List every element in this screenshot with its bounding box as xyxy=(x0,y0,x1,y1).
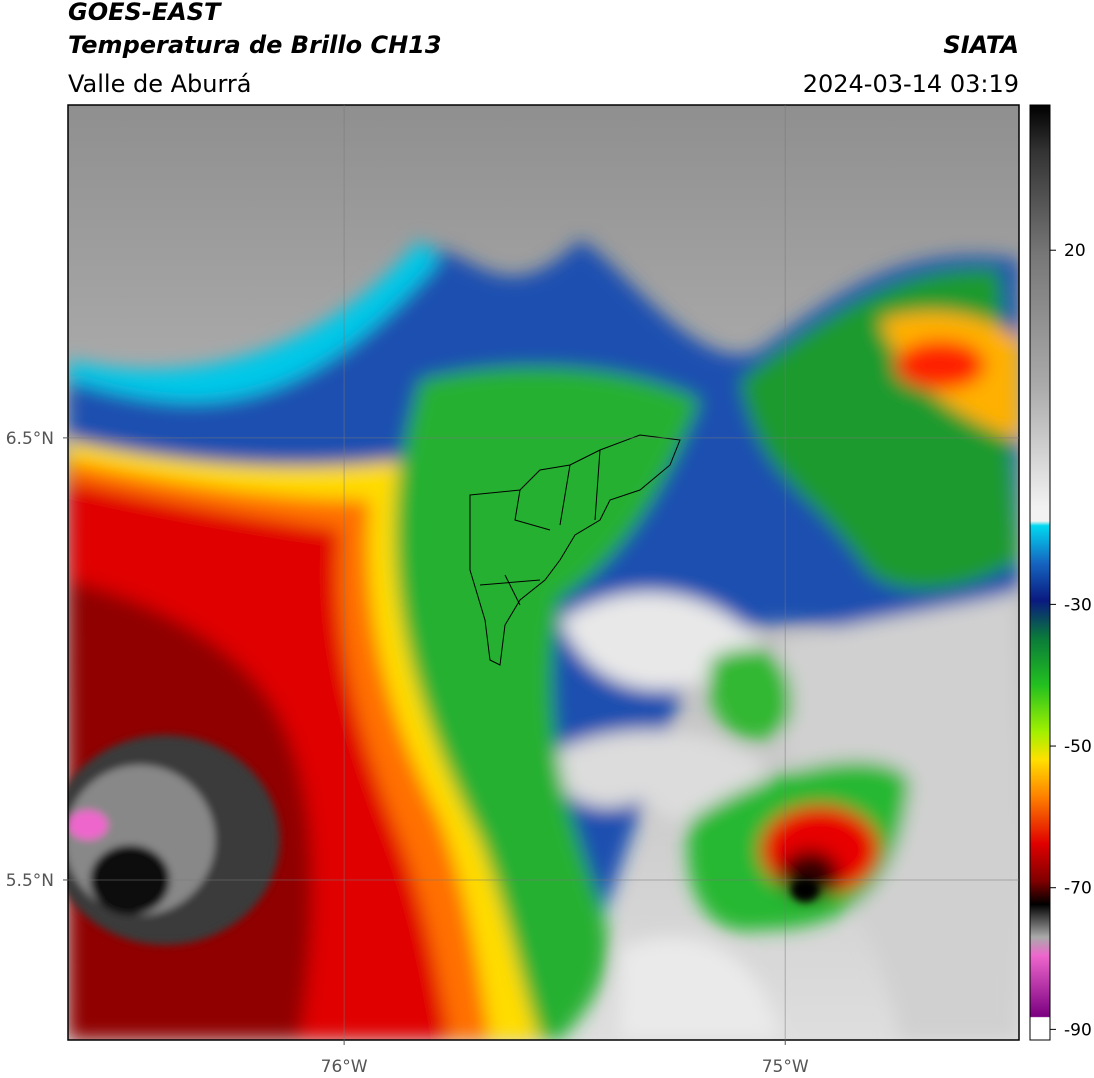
subtitle: Temperatura de Brillo CH13 xyxy=(68,31,442,59)
colorbar xyxy=(1029,104,1051,1041)
colorbar-tick-label: -30 xyxy=(1064,595,1092,615)
satellite-image xyxy=(68,105,1019,1040)
source: SIATA xyxy=(943,31,1019,59)
y-tick-label: 6.5°N xyxy=(6,429,54,449)
colorbar-tick-label: -90 xyxy=(1064,1020,1092,1040)
title: GOES-EAST xyxy=(68,0,222,26)
x-tick-label: 76°W xyxy=(321,1057,368,1077)
datetime: 2024-03-14 03:19 xyxy=(803,70,1019,98)
region: Valle de Aburrá xyxy=(68,70,252,98)
map-frame xyxy=(67,104,1020,1041)
colorbar-tick-label: 20 xyxy=(1064,241,1086,261)
colorbar-tick-label: -50 xyxy=(1064,737,1092,757)
municipal-boundaries xyxy=(469,434,681,666)
x-tick-label: 75°W xyxy=(762,1057,809,1077)
y-tick-label: 5.5°N xyxy=(6,871,54,891)
colorbar-tick-label: -70 xyxy=(1064,879,1092,899)
